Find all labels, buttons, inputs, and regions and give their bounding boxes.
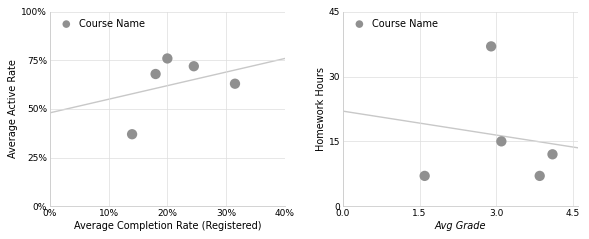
Legend: Course Name: Course Name [348, 17, 440, 31]
Y-axis label: Homework Hours: Homework Hours [316, 67, 326, 151]
Legend: Course Name: Course Name [55, 17, 147, 31]
X-axis label: Avg Grade: Avg Grade [435, 221, 486, 231]
Point [548, 152, 557, 156]
Point [151, 72, 160, 76]
Point [535, 174, 544, 178]
Point [497, 139, 506, 143]
Point [230, 82, 240, 86]
Point [127, 132, 137, 136]
Y-axis label: Average Active Rate: Average Active Rate [8, 60, 18, 158]
X-axis label: Average Completion Rate (Registered): Average Completion Rate (Registered) [74, 221, 261, 231]
Point [487, 44, 496, 48]
Point [420, 174, 429, 178]
Point [189, 64, 198, 68]
Point [163, 57, 172, 60]
